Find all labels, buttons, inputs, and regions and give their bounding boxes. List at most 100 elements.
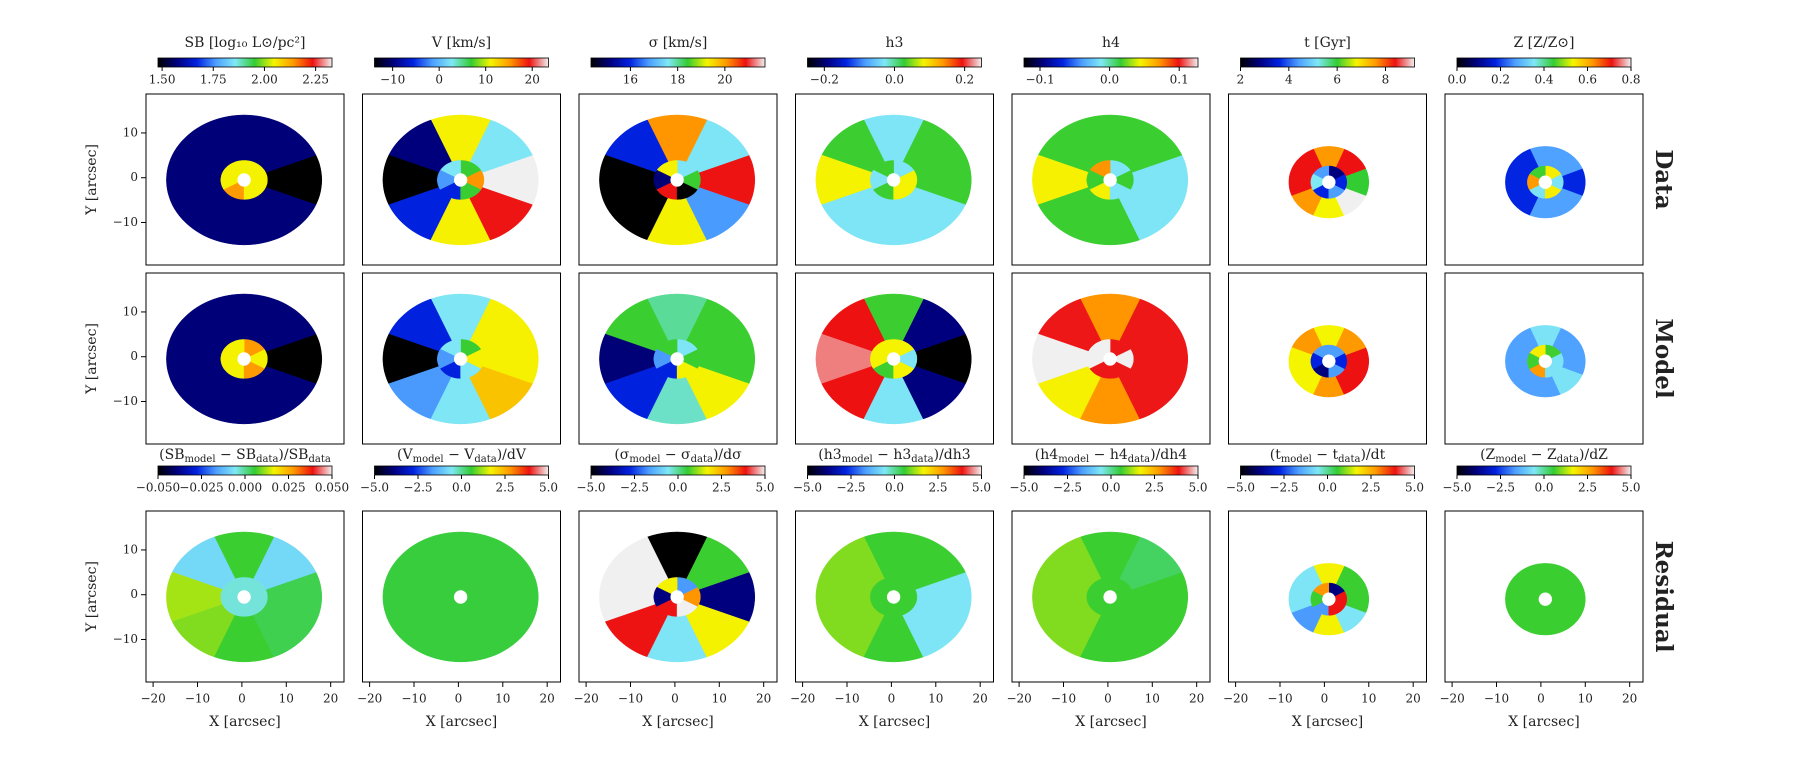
label-part: )/dt	[1360, 447, 1385, 463]
x-tick-label: −10	[1267, 692, 1292, 706]
x-axis-label: X [arcsec]	[426, 714, 498, 730]
row-label: Model	[1650, 318, 1677, 399]
label-part: (SB	[159, 447, 184, 463]
colorbar-label: SB [log₁₀ L⊙/pc²]	[185, 35, 306, 51]
y-tick-label: 0	[130, 587, 138, 601]
label-part: − Z	[1526, 447, 1557, 463]
colorbar-label: (h4model − h4data)/dh4	[1035, 447, 1187, 465]
row-label: Residual	[1650, 541, 1677, 653]
x-tick-label: 20	[973, 692, 988, 706]
center-hole	[886, 352, 901, 366]
center-hole	[453, 352, 468, 366]
colorbar-tick-label: 2.00	[251, 73, 278, 87]
colorbar-tick-label: 5.0	[1621, 481, 1640, 495]
colorbar-tick-label: 0.0	[885, 481, 904, 495]
x-tick-label: 0	[1321, 692, 1329, 706]
label-part: (h3	[818, 447, 841, 463]
x-tick-label: 20	[756, 692, 771, 706]
x-tick-label: −10	[618, 692, 643, 706]
center-hole	[237, 173, 251, 187]
x-axis-label: X [arcsec]	[1508, 714, 1580, 730]
x-tick-label: −20	[1223, 692, 1248, 706]
x-tick-label: −20	[140, 692, 165, 706]
label-part: )/dσ	[713, 447, 742, 463]
center-hole	[670, 590, 684, 604]
colorbar-tick-label: 0.0	[452, 481, 471, 495]
colorbar-label: (h3model − h3data)/dh3	[818, 447, 970, 465]
x-tick-label: −20	[357, 692, 382, 706]
label-subscript: data	[256, 454, 278, 465]
colorbar	[1240, 57, 1415, 68]
y-tick-label: 10	[123, 542, 138, 556]
x-tick-label: −20	[790, 692, 815, 706]
colorbar-tick-label: 2.5	[712, 481, 731, 495]
colorbar-tick-label: 5.0	[1405, 481, 1424, 495]
label-subscript: model	[185, 454, 216, 465]
colorbar-tick-label: 2	[1237, 73, 1245, 87]
colorbar-tick-label: 0.8	[1621, 73, 1640, 87]
colorbar-tick-label: 0.2	[1491, 73, 1510, 87]
center-hole	[1103, 590, 1117, 604]
colorbar	[1240, 465, 1415, 476]
x-tick-label: −10	[1051, 692, 1076, 706]
colorbar-tick-label: 0.6	[1578, 73, 1597, 87]
label-part: − V	[444, 447, 476, 463]
colorbar	[157, 465, 333, 476]
label-subscript: data	[1557, 454, 1579, 465]
colorbar-label: (Vmodel − Vdata)/dV	[397, 447, 527, 465]
x-tick-label: 10	[279, 692, 294, 706]
label-part: (σ	[614, 447, 629, 463]
label-subscript: data	[1128, 454, 1150, 465]
x-tick-label: 0	[1537, 692, 1545, 706]
y-tick-label: −10	[113, 215, 138, 229]
colorbar-tick-label: 0.2	[955, 73, 974, 87]
colorbar-tick-label: 5.0	[972, 481, 991, 495]
label-part: )/dh3	[934, 447, 971, 463]
label-part: − h3	[873, 447, 912, 463]
colorbar-tick-label: 0.0	[1447, 73, 1466, 87]
label-subscript: model	[413, 454, 444, 465]
x-tick-label: 10	[712, 692, 727, 706]
label-subscript: model	[1058, 454, 1089, 465]
y-tick-label: 10	[123, 125, 138, 139]
label-part: (Z	[1480, 447, 1495, 463]
label-part: (h4	[1035, 447, 1058, 463]
center-hole	[886, 590, 901, 604]
y-tick-label: 10	[123, 304, 138, 318]
colorbar	[374, 57, 549, 68]
colorbar-tick-label: 20	[717, 73, 732, 87]
colorbar	[1456, 57, 1632, 68]
colorbar	[1023, 465, 1199, 476]
center-hole	[1538, 354, 1552, 368]
x-axis-label: X [arcsec]	[642, 714, 714, 730]
colorbar	[807, 465, 982, 476]
colorbar-label: t [Gyr]	[1304, 35, 1351, 51]
center-hole	[1103, 352, 1117, 366]
colorbar-label: h4	[1102, 35, 1120, 51]
x-tick-label: 20	[1406, 692, 1421, 706]
colorbar-tick-label: 0.0	[885, 73, 904, 87]
colorbar-tick-label: −2.5	[1486, 481, 1515, 495]
colorbar-tick-label: −5.0	[1442, 481, 1471, 495]
colorbar-label: (SBmodel − SBdata)/SBdata	[159, 447, 331, 465]
center-hole	[1322, 592, 1336, 606]
colorbar-tick-label: 1.50	[149, 73, 176, 87]
x-tick-label: 0	[238, 692, 246, 706]
colorbar-tick-label: −0.2	[810, 73, 839, 87]
x-tick-label: −10	[401, 692, 426, 706]
colorbar-tick-label: 0.0	[1100, 73, 1119, 87]
colorbar-label: V [km/s]	[431, 35, 491, 51]
center-hole	[453, 173, 468, 187]
colorbar-tick-label: 2.5	[928, 481, 947, 495]
colorbar-tick-label: −2.5	[836, 481, 865, 495]
colorbar-tick-label: −2.5	[1269, 481, 1298, 495]
colorbar-tick-label: −0.050	[136, 481, 180, 495]
center-hole	[886, 173, 901, 187]
label-subscript: model	[1495, 454, 1526, 465]
x-tick-label: 20	[323, 692, 338, 706]
y-tick-label: −10	[113, 632, 138, 646]
colorbar-tick-label: 2.5	[495, 481, 514, 495]
colorbar-tick-label: −2.5	[403, 481, 432, 495]
center-hole	[1103, 173, 1117, 187]
colorbar-tick-label: 18	[670, 73, 685, 87]
